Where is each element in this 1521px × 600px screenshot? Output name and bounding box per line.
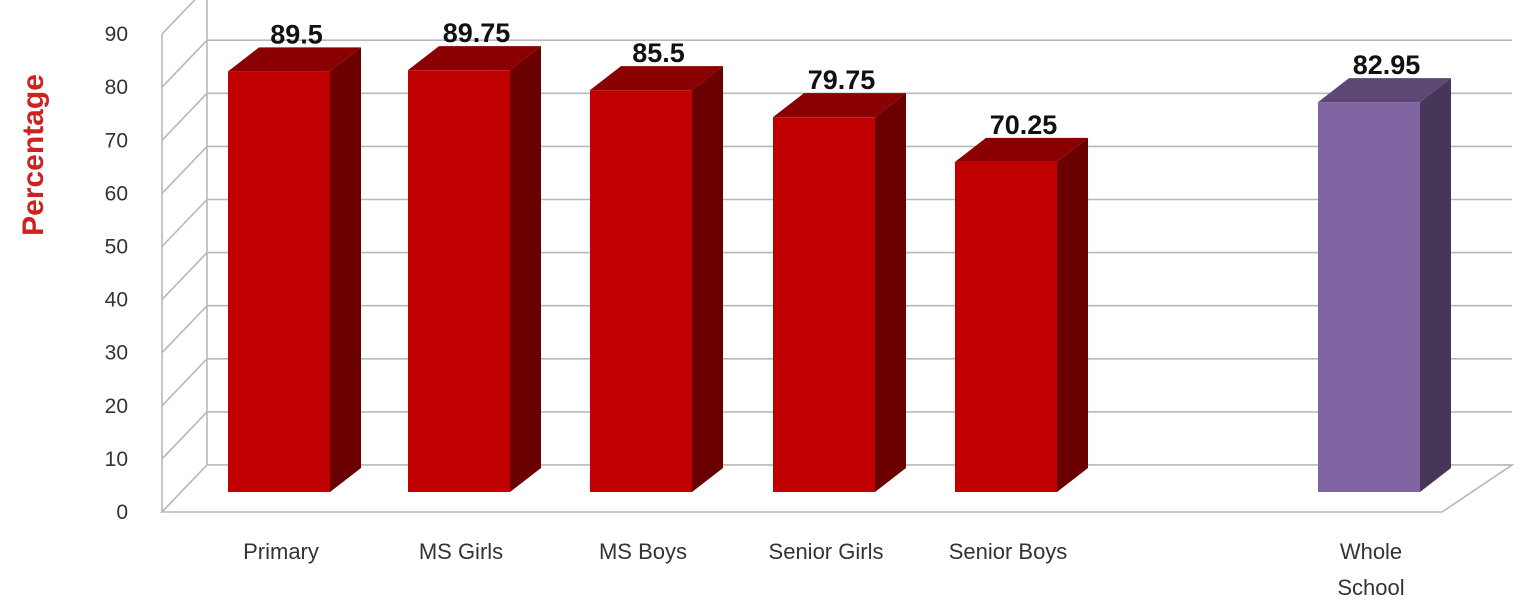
x-category-labels: Primary MS Girls MS Boys Senior Girls Senior… (243, 539, 1405, 600)
y-tick-label: 80 (105, 76, 128, 99)
data-label: 70.25 (990, 110, 1058, 140)
y-tick-label: 70 (105, 129, 128, 152)
x-category-label: Primary (243, 539, 319, 564)
bar-top (408, 46, 541, 71)
data-label: 85.5 (632, 38, 685, 68)
side-gridline (161, 0, 196, 35)
bar (590, 90, 692, 493)
data-label: 82.95 (1353, 50, 1421, 80)
bar-side (510, 46, 541, 493)
bar-side (1057, 137, 1088, 492)
bar (408, 70, 510, 493)
y-tick-label: 90 (105, 23, 128, 46)
side-gridline (161, 411, 208, 460)
y-tick-label: 10 (105, 448, 128, 471)
side-gridline (161, 252, 208, 301)
bar (773, 117, 875, 493)
data-label: 79.75 (808, 65, 876, 95)
y-tick-label: 50 (105, 236, 128, 259)
y-tick-label: 20 (105, 395, 128, 418)
y-tick-label: 30 (105, 342, 128, 365)
y-tick-label: 0 (116, 501, 128, 524)
side-gridline (161, 92, 208, 141)
bar-side (692, 66, 723, 493)
bar (228, 71, 330, 492)
bar-top (590, 66, 723, 91)
bar-side (875, 93, 906, 493)
side-gridline (161, 358, 208, 407)
x-category-label: Whole (1340, 539, 1402, 564)
side-gridline (161, 39, 208, 88)
x-category-label: MS Boys (599, 539, 687, 564)
bar-top (955, 137, 1088, 162)
bar-top (1318, 78, 1451, 103)
bar-side (330, 47, 361, 492)
bar (955, 161, 1057, 492)
data-labels: 89.5 89.75 85.5 79.75 70.25 82.95 (270, 18, 1420, 140)
bar-top (773, 93, 906, 118)
y-tick-label: 60 (105, 182, 128, 205)
bars (228, 46, 1451, 493)
bar-top (228, 47, 361, 72)
y-tick-labels: 0 10 20 30 40 50 60 70 80 90 (105, 23, 128, 524)
side-gridline (161, 198, 208, 248)
bar (1318, 102, 1420, 492)
data-label: 89.75 (443, 18, 511, 48)
x-category-label: MS Girls (419, 539, 503, 564)
bar-side (1420, 78, 1451, 492)
side-gridline (161, 145, 208, 194)
side-gridline (161, 305, 208, 354)
x-category-label: Senior Boys (949, 539, 1068, 564)
data-label: 89.5 (270, 19, 323, 49)
y-tick-label: 40 (105, 289, 128, 312)
x-category-label: Senior Girls (769, 539, 884, 564)
x-category-label: School (1337, 575, 1404, 600)
